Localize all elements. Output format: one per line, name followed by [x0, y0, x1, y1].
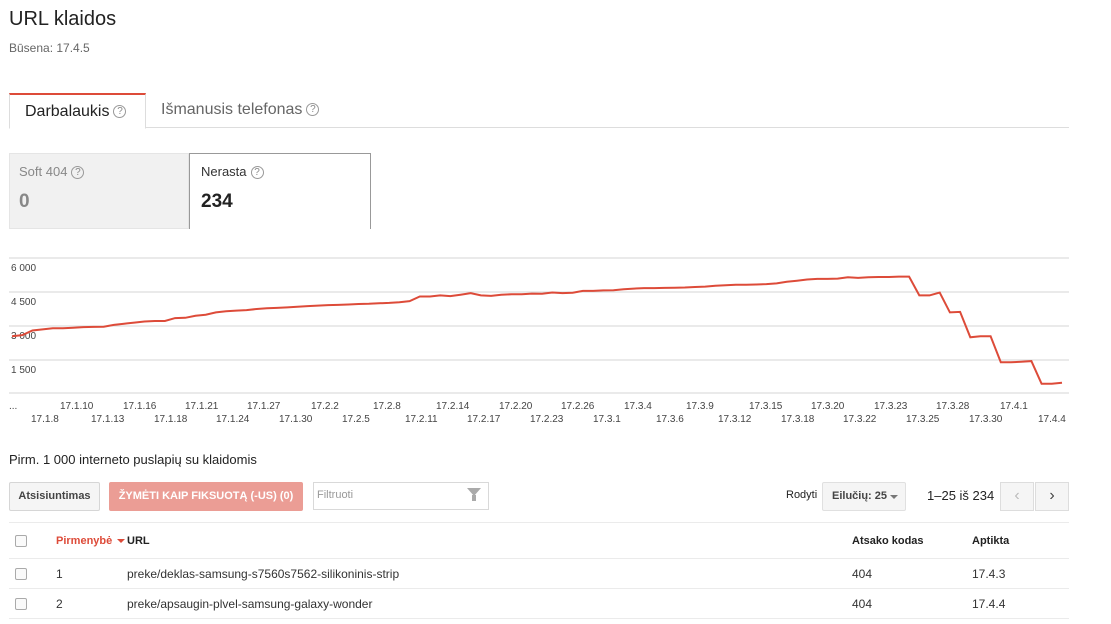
pagination-range: 1–25 iš 234: [927, 488, 995, 503]
chart-x-tick-label: 17.3.28: [936, 401, 970, 412]
chart-x-tick-label: 17.2.2: [311, 401, 339, 412]
tab-bar: Darbalaukis? Išmanusis telefonas?: [9, 93, 1069, 129]
chart-x-tick-label: 17.3.15: [749, 401, 783, 412]
filter-icon: [467, 488, 481, 501]
row-detected: 17.4.4: [972, 596, 1006, 611]
chart-x-tick-label: 17.2.26: [561, 401, 595, 412]
row-priority: 2: [56, 596, 63, 611]
chart-x-tick-label: 17.4.4: [1038, 414, 1066, 425]
stat-not-found-value: 234: [201, 191, 233, 212]
chart-x-tick-label: 17.1.13: [91, 414, 125, 425]
show-label: Rodyti: [786, 489, 818, 501]
stat-soft-404-value: 0: [19, 191, 30, 212]
chart-x-tick-label: 17.1.21: [185, 401, 219, 412]
chevron-right-icon: ›: [1049, 487, 1055, 504]
errors-table: Pirmenybė URL Atsako kodas Aptikta 1 pre…: [9, 522, 1069, 619]
chart-x-tick-label: 17.3.18: [781, 414, 815, 425]
row-response-code: 404: [852, 566, 873, 581]
chart-x-tick-label: 17.2.14: [436, 401, 470, 412]
chart-x-tick-label: 17.3.1: [593, 414, 621, 425]
chart-x-tick-label: 17.3.12: [718, 414, 752, 425]
chart-x-tick-label: 17.3.25: [906, 414, 940, 425]
help-icon[interactable]: ?: [71, 166, 85, 180]
error-chart: 6 000 4 500 3 000 1 500... 17.1.10 17.1.16 17.…: [0, 228, 1111, 428]
column-detected[interactable]: Aptikta: [972, 534, 1010, 547]
row-url[interactable]: preke/apsaugin-plvel-samsung-galaxy-wond…: [127, 596, 373, 611]
chart-series-line: [11, 275, 1063, 385]
column-priority[interactable]: Pirmenybė: [47, 523, 127, 559]
chart-y-tick-label: 1 500: [11, 365, 36, 376]
sort-desc-icon: [117, 538, 126, 543]
rows-per-page-value: Eilučių: 25: [832, 490, 888, 502]
rows-per-page-select[interactable]: Eilučių: 25: [822, 482, 906, 511]
chart-x-tick-label: ...: [9, 401, 17, 412]
chart-x-tick-label: 17.3.20: [811, 401, 845, 412]
chevron-down-icon: [890, 495, 898, 499]
download-button[interactable]: Atsisiuntimas: [9, 482, 100, 511]
stat-not-found[interactable]: Nerasta? 234: [189, 153, 371, 229]
tab-desktop-label: Darbalaukis: [25, 103, 110, 120]
help-icon[interactable]: ?: [306, 103, 320, 117]
chart-x-tick-label: 17.3.9: [686, 401, 714, 412]
chart-x-tick-label: 17.2.23: [530, 414, 564, 425]
tab-smartphone-label: Išmanusis telefonas: [161, 101, 303, 118]
next-page-button[interactable]: ›: [1035, 482, 1069, 511]
chart-y-tick-label: 6 000: [11, 263, 36, 274]
table-row[interactable]: 1 preke/deklas-samsung-s7560s7562-siliko…: [9, 559, 1069, 589]
page-title: URL klaidos: [9, 8, 117, 30]
chart-x-tick-label: 17.2.20: [499, 401, 533, 412]
column-priority-label: Pirmenybė: [56, 534, 113, 547]
chart-x-tick-label: 17.3.23: [874, 401, 908, 412]
row-checkbox[interactable]: [15, 598, 27, 611]
column-response-code[interactable]: Atsako kodas: [852, 534, 924, 547]
chart-x-tick-label: 17.1.27: [247, 401, 281, 412]
chart-x-tick-label: 17.2.11: [405, 414, 438, 425]
chart-x-tick-label: 17.1.16: [123, 401, 157, 412]
chart-x-tick-label: 17.3.22: [843, 414, 877, 425]
row-priority: 1: [56, 566, 63, 581]
stat-soft-404-label: Soft 404: [19, 164, 68, 179]
mark-fixed-button[interactable]: ŽYMĖTI KAIP FIKSUOTĄ (-US) (0): [109, 482, 303, 511]
chevron-left-icon: ‹: [1014, 487, 1020, 504]
chart-x-tick-label: 17.2.17: [467, 414, 501, 425]
row-checkbox[interactable]: [15, 568, 27, 581]
help-icon[interactable]: ?: [113, 105, 127, 119]
help-icon[interactable]: ?: [250, 166, 264, 180]
filter-placeholder: Filtruoti: [317, 489, 354, 501]
stat-soft-404[interactable]: Soft 404? 0: [9, 153, 189, 229]
column-url[interactable]: URL: [127, 534, 150, 547]
chart-y-tick-label: 4 500: [11, 297, 36, 308]
table-header-row: Pirmenybė URL Atsako kodas Aptikta: [9, 522, 1069, 559]
chart-x-tick-label: 17.1.18: [154, 414, 188, 425]
chart-x-tick-label: 17.4.1: [1000, 401, 1028, 412]
table-row[interactable]: 2 preke/apsaugin-plvel-samsung-galaxy-wo…: [9, 589, 1069, 619]
chart-x-tick-label: 17.2.8: [373, 401, 401, 412]
stat-not-found-label: Nerasta: [201, 164, 247, 179]
chart-x-tick-label: 17.3.30: [969, 414, 1003, 425]
chart-x-tick-label: 17.1.24: [216, 414, 250, 425]
chart-x-tick-label: 17.1.10: [60, 401, 94, 412]
chart-x-tick-label: 17.1.8: [31, 414, 59, 425]
tab-smartphone[interactable]: Išmanusis telefonas?: [146, 93, 334, 128]
select-all-checkbox[interactable]: [15, 534, 27, 547]
status-text: Būsena: 17.4.5: [9, 41, 90, 55]
tab-desktop[interactable]: Darbalaukis?: [9, 93, 146, 129]
chart-y-tick-label: 3 000: [11, 331, 36, 342]
row-detected: 17.4.3: [972, 566, 1006, 581]
filter-input[interactable]: Filtruoti: [313, 482, 489, 510]
row-url[interactable]: preke/deklas-samsung-s7560s7562-silikoni…: [127, 566, 400, 581]
summary-text: Pirm. 1 000 interneto puslapių su klaido…: [9, 452, 257, 467]
error-chart-svg: 6 000 4 500 3 000 1 500... 17.1.10 17.1.16 17.…: [9, 257, 1069, 425]
chart-x-tick-label: 17.2.5: [342, 414, 370, 425]
chart-x-tick-label: 17.3.6: [656, 414, 684, 425]
chart-x-tick-label: 17.3.4: [624, 401, 652, 412]
prev-page-button[interactable]: ‹: [1000, 482, 1034, 511]
chart-x-tick-label: 17.1.30: [279, 414, 313, 425]
row-response-code: 404: [852, 596, 873, 611]
